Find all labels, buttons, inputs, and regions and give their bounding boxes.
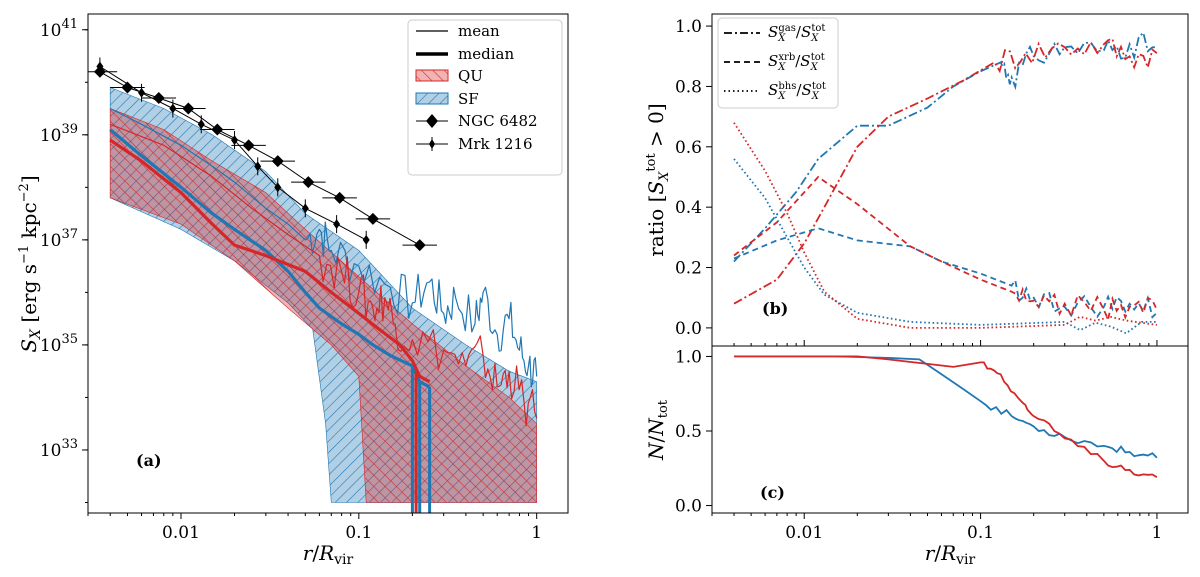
obs-point-ngc [171,102,206,115]
panel-c-ticks: 0.01 0.1 1 0.0 0.5 1.0 [675,347,1162,543]
legend-b-box [717,17,839,109]
obs-point-mrk [274,178,282,197]
legend-sf-swatch [415,92,449,105]
obs-point-mrk [333,215,341,234]
panel-b-legend: SXgas/SXtot SXxrb/SXtot SXbhs/SXtot [717,17,839,109]
legend-qu-label: QU [458,67,483,85]
x-tick-label: 0.1 [967,523,994,543]
x-tick-label: 0.01 [162,523,200,543]
series-xrb-sf [733,227,1158,319]
obs-point-ngc [291,176,326,189]
y-tick-label: 0.4 [675,198,702,218]
legend-ngc-label: NGC 6482 [458,112,538,130]
obs-point-mrk [138,83,146,102]
y-tick-label: 0.0 [675,319,702,339]
y-tick-label: 1037 [40,227,78,251]
panel-c: 0.01 0.1 1 0.0 0.5 1.0 (c) r/Rvir N/Ntot [644,345,1189,568]
panel-a-plot-area [88,57,538,513]
legend-qu-swatch [415,69,449,82]
series-sf-median [109,128,431,389]
y-tick-label: 1033 [40,437,78,461]
panel-c-ylabel: N/Ntot [644,399,671,461]
panel-b-plot-area [733,30,1158,335]
y-tick-label: 1.0 [675,347,702,367]
x-tick-label: 0.1 [345,523,372,543]
legend-sf-label: SF [458,90,479,108]
y-tick-label: 0.6 [675,138,702,158]
x-tick-label: 0.01 [785,523,823,543]
legend-mrk-diamond-icon [429,139,435,149]
y-tick-label: 1.0 [675,17,702,37]
legend-xrb-label: SXxrb/SXtot [768,52,825,73]
obs-point-ngc [231,139,266,152]
obs-point-mrk [362,230,370,249]
series-gas-qu [733,37,1158,305]
legend-ngc-diamond-icon [426,114,438,128]
series-xrb-qu [733,175,1158,323]
panel-c-label: (c) [760,483,785,502]
y-tick-label: 0.8 [675,77,702,97]
obs-point-ngc [260,155,295,168]
obs-point-mrk [301,199,309,218]
panel-b-ylabel: ratio [SXtot > 0] [644,103,672,256]
panel-a-ylabel: SX [erg s−1 kpc−2] [17,175,44,352]
y-tick-label: 0.0 [675,497,702,517]
panel-a-legend: mean median QU SF NGC 6482 Mrk 1216 [407,19,563,176]
obs-point-ngc [110,81,145,94]
panel-a-frame [87,13,569,514]
series-bhs-sf [733,158,1157,335]
obs-point-ngc [355,212,391,225]
legend-mrk-label: Mrk 1216 [458,135,533,153]
legend-gas-label: SXgas/SXtot [768,23,825,44]
x-tick-label: 1 [1152,523,1163,543]
panel-a-ticks: 0.01 0.1 1 1033 1035 1037 1039 1041 [40,17,542,543]
panel-c-xlabel: r/Rvir [925,541,976,568]
obs-point-mrk [197,115,205,134]
series-n-sf [734,355,1158,459]
legend-median-label: median [458,45,514,63]
y-tick-label: 0.2 [675,259,702,279]
y-tick-label: 1035 [40,332,78,356]
obs-point-mrk [96,57,104,76]
series-n-qu [734,355,1158,478]
series-bhs-qu [733,122,1158,329]
series-qu-median [109,138,431,384]
obs-point-mrk [169,99,177,118]
panel-b-ticks: 0.0 0.2 0.4 0.6 0.8 1.0 [675,17,1158,346]
y-tick-label: 1039 [40,122,78,146]
obs-point-ngc [402,239,437,252]
legend-mean-label: mean [458,22,500,40]
obs-point-ngc [141,92,177,105]
panel-c-plot-area [734,355,1158,478]
y-tick-label: 0.5 [675,422,702,442]
y-tick-label: 1041 [40,17,78,41]
panel-c-frame [711,345,1189,514]
legend-bhs-label: SXbhs/SXtot [768,81,826,102]
obs-line-mrk [99,66,367,241]
panel-a-label: (a) [136,451,162,470]
obs-point-mrk [254,157,262,176]
obs-point-ngc [200,123,235,136]
panel-b-label: (b) [762,299,788,318]
obs-point-mrk [231,131,239,150]
obs-point-ngc [322,191,357,204]
series-sf-mean [109,107,538,388]
series-qu-mean [109,123,538,427]
panel-a-xlabel: r/Rvir [303,541,354,568]
panel-b: 0.0 0.2 0.4 0.6 0.8 1.0 (b) ratio [SXtot > 0]… [644,13,1189,347]
x-tick-label: 1 [531,523,542,543]
legend-a-box [407,19,563,176]
